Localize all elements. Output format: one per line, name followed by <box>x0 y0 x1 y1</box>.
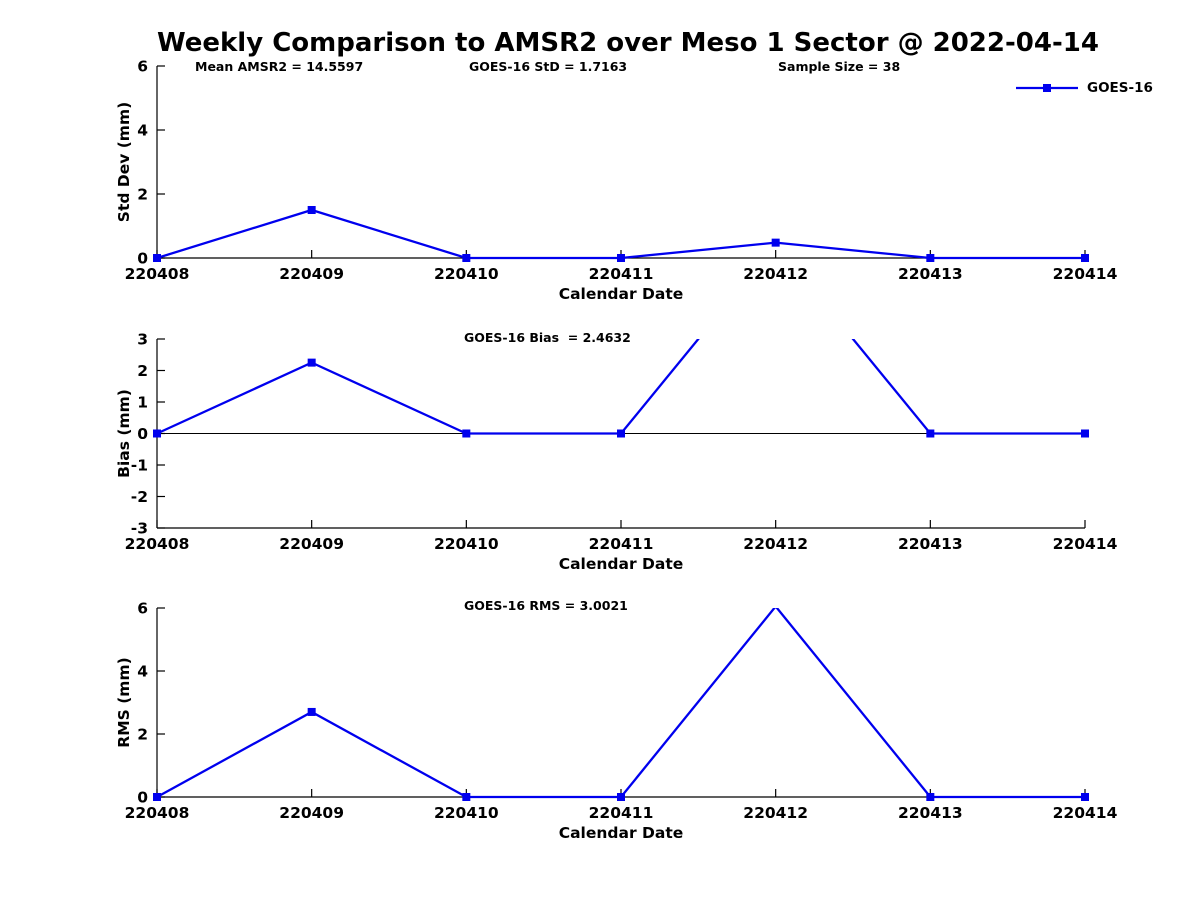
data-point-marker <box>153 429 161 438</box>
x-tick-label: 220409 <box>279 265 344 283</box>
x-tick-label: 220410 <box>434 535 499 553</box>
data-point-marker <box>307 206 316 214</box>
legend-line-icon <box>1016 84 1078 92</box>
stat-mean-amsr2: Mean AMSR2 = 14.5597 <box>195 59 364 74</box>
y-tick-label: 2 <box>137 726 148 744</box>
data-point-marker <box>153 254 161 262</box>
y-tick-label: -1 <box>131 457 148 475</box>
y-axis-title: Std Dev (mm) <box>115 102 133 222</box>
bias-annotation: GOES-16 Bias = 2.4632 <box>464 330 631 345</box>
data-point-marker <box>926 254 935 262</box>
y-axis-title: Bias (mm) <box>115 389 133 478</box>
x-tick-label: 220408 <box>125 535 190 553</box>
rms-annotation: GOES-16 RMS = 3.0021 <box>464 598 628 613</box>
chart-panel-rms: 0 2 4 6 220408 220409 220410 220411 220412 220413… <box>115 600 1118 843</box>
y-tick-label: 2 <box>137 186 148 204</box>
data-point-marker <box>771 238 780 247</box>
stat-goes16-std: GOES-16 StD = 1.7163 <box>469 59 628 74</box>
legend: GOES-16 <box>1015 81 1153 95</box>
chart-panel-bias: -3 -2 -1 0 1 2 3 220408 220409 220410 220411 220412… <box>115 331 1118 574</box>
y-tick-label: -3 <box>131 520 148 538</box>
y-tick-label: 3 <box>137 331 148 349</box>
x-tick-label: 220410 <box>434 804 499 822</box>
y-axis-title: RMS (mm) <box>115 657 133 747</box>
data-point-marker <box>307 358 316 367</box>
x-tick-label: 220408 <box>125 804 190 822</box>
legend-label: GOES-16 <box>1087 80 1153 96</box>
data-point-marker <box>462 254 471 262</box>
x-axis-title: Calendar Date <box>559 555 684 573</box>
x-tick-label: 220411 <box>589 535 654 553</box>
data-point-marker <box>1081 429 1089 438</box>
data-point-marker <box>617 254 625 262</box>
x-tick-label: 220408 <box>125 265 190 283</box>
y-tick-label: 0 <box>137 425 148 443</box>
y-tick-label: 4 <box>137 663 148 681</box>
x-tick-label: 220411 <box>589 265 654 283</box>
data-point-marker <box>462 793 471 801</box>
x-tick-label: 220412 <box>743 265 808 283</box>
x-tick-label: 220409 <box>279 535 344 553</box>
y-tick-label: 6 <box>137 600 148 618</box>
y-tick-label: 2 <box>137 362 148 380</box>
figure-title: Weekly Comparison to AMSR2 over Meso 1 S… <box>157 28 1099 58</box>
data-point-marker <box>617 793 625 801</box>
x-tick-label: 220410 <box>434 265 499 283</box>
data-point-marker <box>462 429 471 438</box>
series-line-goes-16 <box>156 608 1085 799</box>
x-tick-label: 220412 <box>743 804 808 822</box>
data-point-marker <box>1081 793 1089 801</box>
x-tick-label: 220414 <box>1053 535 1118 553</box>
x-tick-label: 220413 <box>898 535 963 553</box>
x-axis-title: Calendar Date <box>559 285 684 303</box>
data-point-marker <box>153 793 161 801</box>
data-point-marker <box>617 429 625 438</box>
y-tick-label: 0 <box>137 789 148 807</box>
x-tick-label: 220413 <box>898 265 963 283</box>
x-tick-label: 220409 <box>279 804 344 822</box>
y-tick-label: 0 <box>137 250 148 268</box>
chart-panel-std-dev: 0 2 4 6 220408 220409 220410 220411 220412 220413… <box>115 58 1118 304</box>
stat-sample-size: Sample Size = 38 <box>778 59 901 74</box>
x-tick-label: 220414 <box>1053 265 1118 283</box>
x-tick-label: 220412 <box>743 535 808 553</box>
y-tick-label: -2 <box>131 488 148 506</box>
y-tick-label: 6 <box>137 58 148 76</box>
data-point-marker <box>926 429 935 438</box>
x-tick-label: 220414 <box>1053 804 1118 822</box>
data-point-marker <box>1081 254 1089 262</box>
data-point-marker <box>307 707 316 716</box>
x-tick-label: 220413 <box>898 804 963 822</box>
x-tick-label: 220411 <box>589 804 654 822</box>
data-point-marker <box>926 793 935 801</box>
y-tick-label: 1 <box>137 394 148 412</box>
y-tick-label: 4 <box>137 122 148 140</box>
x-axis-title: Calendar Date <box>559 824 684 842</box>
